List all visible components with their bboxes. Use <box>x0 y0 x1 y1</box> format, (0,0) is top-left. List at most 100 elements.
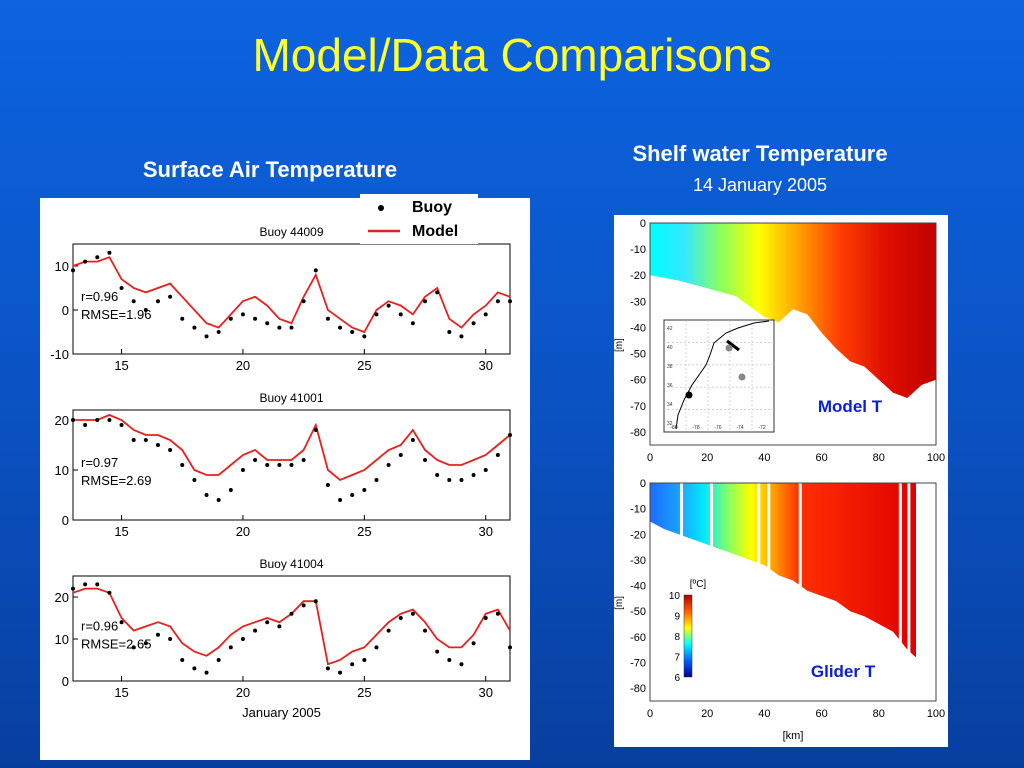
buoy-point <box>216 330 221 334</box>
colorbar-tick: 7 <box>674 653 680 664</box>
buoy-point <box>338 325 343 330</box>
model-line <box>73 414 511 482</box>
inset-x-tick: -72 <box>758 425 765 431</box>
y-tick-label: -30 <box>630 296 646 308</box>
buoy-point <box>265 620 270 625</box>
inset-buoy-marker <box>738 373 746 381</box>
colorbar-tick: 6 <box>674 673 680 684</box>
buoy-point <box>168 637 173 641</box>
rmse-label: RMSE=2.65 <box>81 637 151 652</box>
inset-glider-track <box>726 339 740 352</box>
buoy-point <box>131 438 136 442</box>
buoy-point <box>313 599 318 604</box>
x-tick-label: 25 <box>357 358 371 373</box>
colorbar-tick: 8 <box>674 632 680 643</box>
y-tick-label: -70 <box>630 401 646 413</box>
y-tick-label: -50 <box>630 606 646 618</box>
inset-y-tick: 34 <box>667 402 673 408</box>
buoy-point <box>71 586 75 591</box>
y-tick-label: -40 <box>630 322 646 334</box>
buoy-point <box>362 488 367 492</box>
model-t-frame <box>649 222 937 446</box>
left-section-title: Surface Air Temperature <box>142 157 398 182</box>
model-t-chart: 0 20 40 60 80 100 0 -10 -20 -30 -40 -50 -60 -70 -80 [m]… <box>614 218 945 464</box>
y-tick-label: 0 <box>640 218 646 230</box>
buoy-point <box>313 268 318 273</box>
buoy-point <box>459 662 464 667</box>
y-tick-label: 0 <box>62 674 69 689</box>
buoy-point <box>350 330 355 334</box>
buoy-point <box>131 299 136 304</box>
inset-buoy-marker <box>725 344 733 352</box>
buoy-point <box>192 325 197 330</box>
x-tick-label: 15 <box>114 358 128 373</box>
model-t-temperature-field <box>650 223 936 398</box>
buoy-point <box>228 645 233 650</box>
buoy-point <box>495 611 500 616</box>
shelf-panel: 0 20 40 60 80 100 0 -10 -20 -30 -40 -50 -60 -70 -80 [m]… <box>614 215 948 747</box>
buoy-41004-frame <box>72 575 511 682</box>
buoy-point <box>107 250 112 255</box>
buoy-point <box>471 321 476 326</box>
buoy-point <box>398 312 403 317</box>
colorbar-tick: 9 <box>674 612 680 623</box>
colorbar-label: [ºC] <box>690 579 707 590</box>
buoy-point <box>180 463 185 467</box>
correlation-label: r=0.96 <box>81 289 118 304</box>
buoy-point <box>435 649 440 654</box>
buoy-point <box>143 438 148 442</box>
x-tick-label: 100 <box>927 452 945 464</box>
inset-x-tick: -78 <box>692 425 699 431</box>
buoy-point <box>71 268 75 273</box>
x-tick-label: 0 <box>647 708 653 720</box>
buoy-point <box>350 493 355 497</box>
buoy-point <box>95 255 100 260</box>
slide-title: Model/Data Comparisons <box>252 29 772 81</box>
buoy-point <box>423 458 428 462</box>
y-tick-label: 10 <box>55 632 69 647</box>
legend-buoy-marker <box>378 205 384 211</box>
buoy-point <box>228 316 233 321</box>
buoy-44009-title: Buoy 44009 <box>259 225 323 239</box>
buoy-point <box>277 624 282 629</box>
buoy-point <box>240 312 245 317</box>
buoy-point <box>83 423 88 427</box>
x-tick-label: 80 <box>873 452 885 464</box>
inset-x-tick: -76 <box>714 425 721 431</box>
buoy-point <box>435 473 440 477</box>
model-line <box>72 587 511 666</box>
legend-buoy-label: Buoy <box>412 199 452 216</box>
inset-y-tick: 36 <box>667 383 673 389</box>
legend: Buoy Model <box>360 194 478 244</box>
buoy-41001-frame <box>72 409 511 521</box>
buoy-point <box>301 299 306 304</box>
buoy-point <box>362 658 367 662</box>
buoy-point <box>471 641 476 646</box>
y-tick-label: 0 <box>62 513 69 528</box>
glider-data-gap <box>767 483 771 701</box>
buoy-point <box>410 438 415 442</box>
x-tick-label: 0 <box>647 452 653 464</box>
buoy-point <box>313 428 318 432</box>
model-t-caption: Model T <box>818 397 883 416</box>
glider-data-gap <box>680 483 684 701</box>
buoy-point <box>265 321 270 326</box>
inset-coastline <box>675 320 770 430</box>
y-tick-label: -60 <box>630 632 646 644</box>
inset-x-tick: -80 <box>670 425 677 431</box>
x-axis-label: [km] <box>783 730 804 742</box>
buoy-point <box>410 321 415 326</box>
x-tick-label: 15 <box>114 524 128 539</box>
buoy-point <box>265 463 270 467</box>
buoy-point <box>301 458 306 462</box>
legend-model-label: Model <box>412 223 458 240</box>
x-tick-label: 25 <box>357 685 371 700</box>
y-axis-label: [m] <box>614 338 625 352</box>
glider-t-frame <box>649 482 937 702</box>
buoy-point <box>325 483 330 487</box>
buoy-41004-title: Buoy 41004 <box>259 557 323 571</box>
buoy-41001-chart: Buoy 41001 15 20 25 30 0 10 20 r=0.97 RMSE=2.69 <box>55 391 512 539</box>
buoy-point <box>410 611 415 616</box>
glider-t-caption: Glider T <box>811 662 876 681</box>
buoy-point <box>508 645 512 650</box>
